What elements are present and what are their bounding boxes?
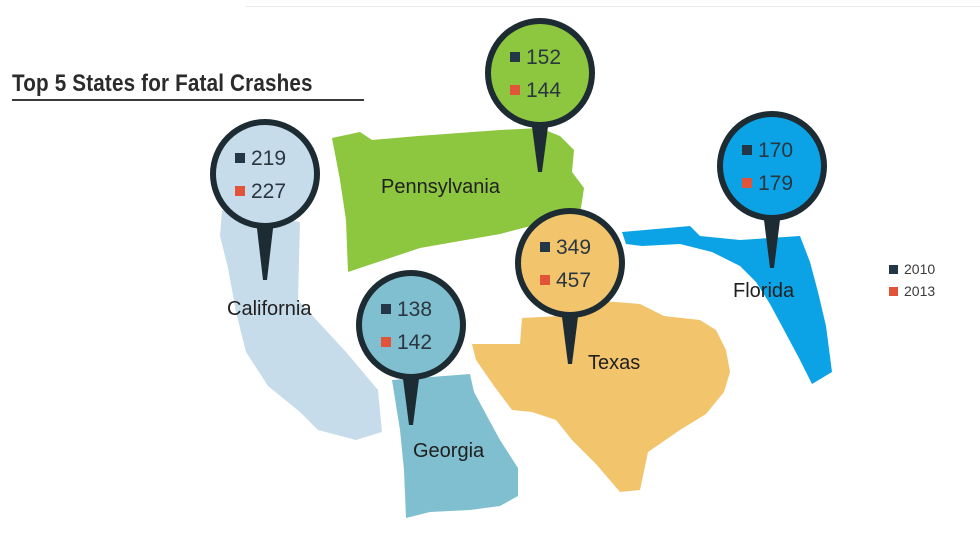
pin-circle-georgia — [356, 270, 466, 380]
state-shape-california — [220, 210, 382, 440]
states-layer — [220, 128, 832, 518]
pin-pointer-florida — [763, 212, 781, 268]
pin-pointer-pennsylvania — [531, 119, 549, 172]
state-labels: California Pennsylvania Florida Texas Ge… — [227, 176, 795, 462]
pin-swatch-2013-california — [235, 186, 245, 196]
state-shape-texas — [472, 300, 730, 492]
value-2013-pennsylvania: 144 — [526, 79, 561, 102]
pin-pointer-california — [256, 220, 274, 280]
pin-pointer-georgia — [402, 371, 420, 425]
pin-swatch-2013-georgia — [381, 337, 391, 347]
legend-item-2013: 2013 — [889, 280, 935, 302]
pin-swatch-2013-texas — [540, 275, 550, 285]
pin-swatch-2010-california — [235, 153, 245, 163]
legend-swatch-2013 — [889, 286, 898, 296]
pin-swatch-2010-florida — [742, 145, 752, 155]
legend-label-2013: 2013 — [904, 283, 936, 299]
state-label-california: California — [227, 298, 312, 320]
pin-swatch-2010-pennsylvania — [510, 52, 520, 62]
state-shape-florida — [622, 226, 832, 384]
state-label-florida: Florida — [733, 280, 795, 302]
state-shape-pennsylvania — [332, 128, 584, 272]
top-divider — [245, 6, 980, 7]
value-2013-florida: 179 — [758, 172, 793, 195]
value-2010-florida: 170 — [758, 139, 793, 162]
pin-circle-pennsylvania — [485, 18, 595, 128]
pin-circle-florida — [717, 111, 827, 221]
legend-label-2010: 2010 — [904, 261, 936, 277]
pin-swatch-2013-pennsylvania — [510, 85, 520, 95]
legend-swatch-2010 — [889, 264, 898, 274]
pin-swatch-2010-georgia — [381, 304, 391, 314]
pin-circle-california — [210, 119, 320, 229]
value-2010-texas: 349 — [556, 236, 591, 259]
value-2013-california: 227 — [251, 180, 286, 203]
state-label-texas: Texas — [588, 352, 640, 374]
pin-pointer-texas — [561, 309, 579, 364]
value-2010-georgia: 138 — [397, 298, 432, 321]
legend-item-2010: 2010 — [889, 258, 935, 280]
value-2010-pennsylvania: 152 — [526, 46, 561, 69]
state-shape-georgia — [392, 374, 518, 518]
legend: 2010 2013 — [889, 258, 935, 302]
title-underline — [12, 99, 364, 101]
chart-title: Top 5 States for Fatal Crashes — [12, 70, 313, 97]
pin-swatch-2013-florida — [742, 178, 752, 188]
pin-swatch-2010-texas — [540, 242, 550, 252]
value-2010-california: 219 — [251, 147, 286, 170]
pin-circle-texas — [515, 208, 625, 318]
value-2013-texas: 457 — [556, 269, 591, 292]
value-2013-georgia: 142 — [397, 331, 432, 354]
state-label-georgia: Georgia — [413, 440, 485, 462]
state-label-pennsylvania: Pennsylvania — [381, 176, 501, 198]
